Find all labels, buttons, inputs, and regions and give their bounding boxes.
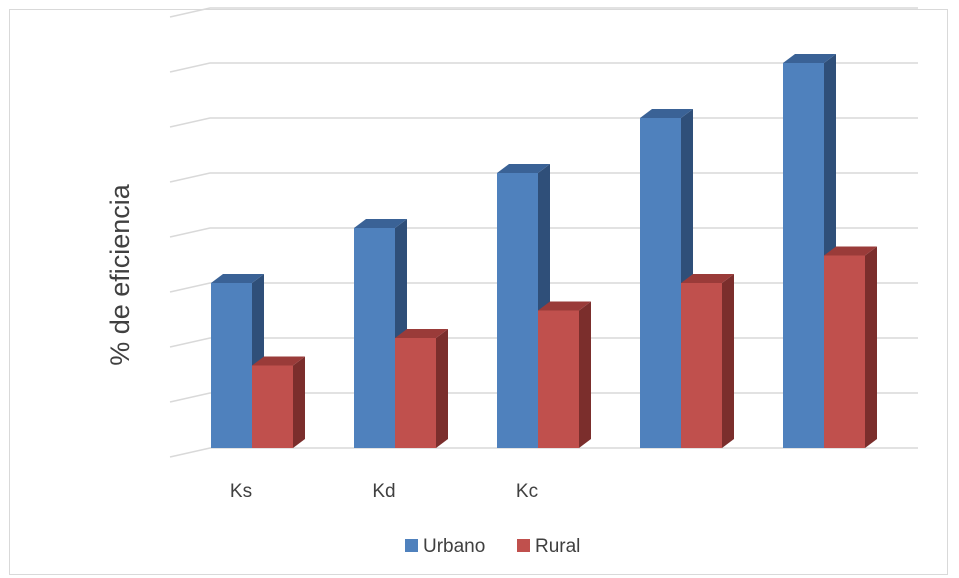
bar-rural-5 (824, 246, 877, 448)
legend-item-urbano: Urbano (405, 536, 485, 557)
bar-rural-3 (538, 301, 591, 448)
gridline (169, 7, 918, 18)
legend-swatch (517, 539, 530, 552)
y-axis-label: % de eficiencia (105, 183, 135, 366)
bars (211, 54, 877, 448)
gridline (169, 447, 918, 458)
category-label: Kc (516, 481, 538, 502)
legend-swatch (405, 539, 418, 552)
legend-item-rural: Rural (517, 536, 580, 557)
bar-rural-1 (252, 356, 305, 448)
legend-label: Rural (535, 536, 580, 557)
category-labels: Ks Kd Kc (230, 481, 538, 502)
bar-rural-4 (681, 274, 734, 448)
legend: Urbano Rural (405, 536, 580, 557)
legend-label: Urbano (423, 536, 485, 557)
category-label: Kd (372, 481, 395, 502)
category-label: Ks (230, 481, 252, 502)
gridline (169, 62, 918, 73)
bar-rural-2 (395, 329, 448, 448)
